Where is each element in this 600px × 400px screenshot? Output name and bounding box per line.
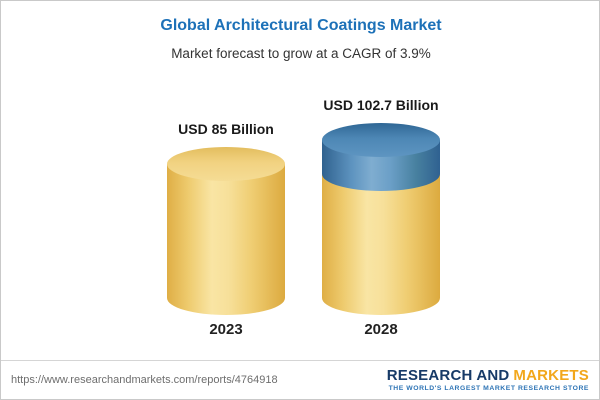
- footer-bar: https://www.researchandmarkets.com/repor…: [1, 360, 599, 399]
- bar-2023-cylinder: [167, 147, 285, 315]
- logo-wordmark-blue: RESEARCH AND: [386, 366, 510, 384]
- chart-title: Global Architectural Coatings Market: [160, 17, 442, 34]
- logo-wordmark: RESEARCH AND MARKETS: [387, 367, 589, 384]
- chart-subtitle: Market forecast to grow at a CAGR of 3.9…: [171, 46, 431, 61]
- report-url-link[interactable]: https://www.researchandmarkets.com/repor…: [11, 374, 278, 386]
- bar-2028-cylinder: [322, 123, 440, 315]
- logo-tagline: THE WORLD'S LARGEST MARKET RESEARCH STOR…: [388, 385, 589, 393]
- bar-2023-top-ellipse: [167, 147, 285, 181]
- bar-2023-body: [167, 164, 285, 315]
- category-label-2023: 2023: [209, 321, 243, 338]
- logo-wordmark-gold: MARKETS: [513, 366, 589, 384]
- value-label-2028: USD 102.7 Billion: [323, 97, 439, 113]
- research-and-markets-logo: RESEARCH AND MARKETS THE WORLD'S LARGEST …: [387, 367, 589, 393]
- value-label-2023: USD 85 Billion: [178, 121, 274, 137]
- bar-2028-top-ellipse: [322, 123, 440, 157]
- category-label-2028: 2028: [364, 321, 398, 338]
- chart-area: Global Architectural Coatings Market Mar…: [1, 1, 599, 361]
